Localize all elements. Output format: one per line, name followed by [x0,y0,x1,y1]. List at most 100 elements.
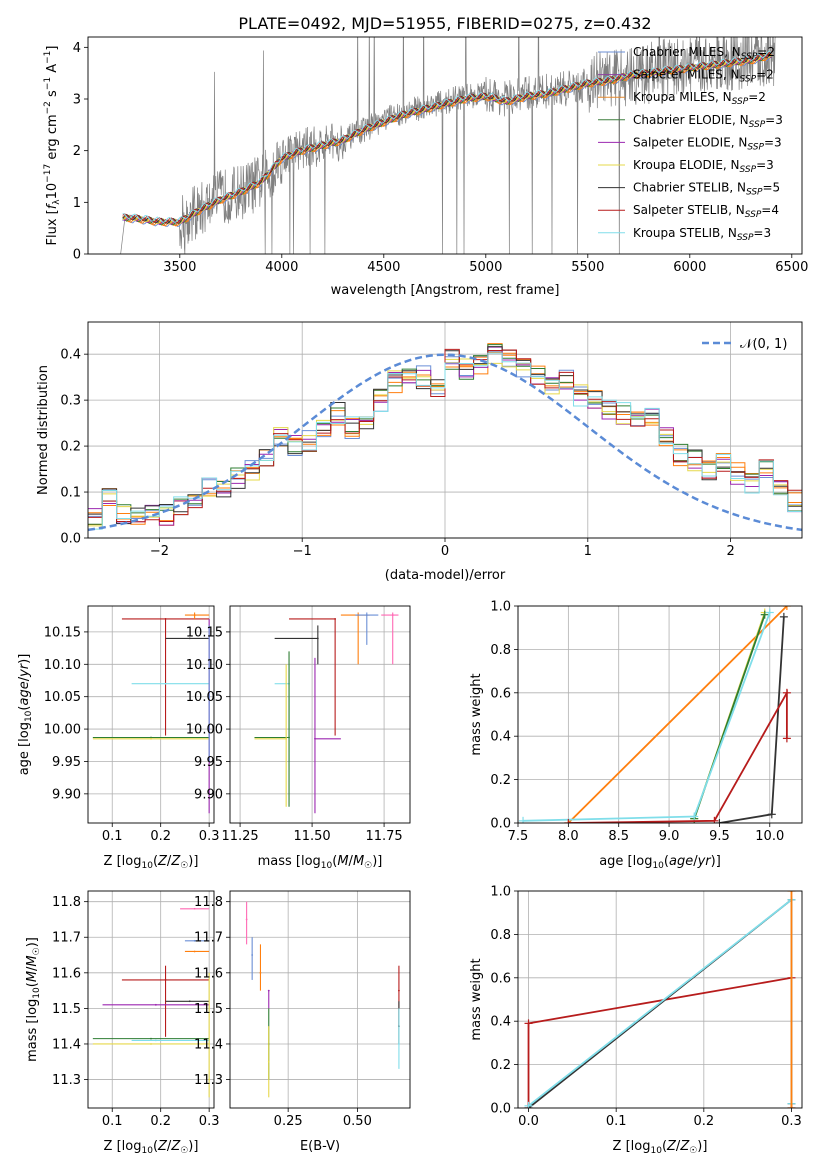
tick-label-x: 0 [441,544,449,559]
histogram-layer [88,343,802,532]
tick-label-y: 0 [73,248,81,263]
spectrum-legend: Chabrier MILES, NSSP=2 Salpeter MILES, NS… [598,45,783,243]
x-axis-label: mass [log10(M/M☉)] [258,854,383,871]
x-axis-label: Z [log10(Z/Z☉)] [613,1139,708,1156]
data-point [154,1039,157,1042]
tick-label-x: 6000 [673,260,706,275]
tick-label-y: 0.1 [60,486,81,501]
tick-label-x: 0.1 [606,1114,627,1129]
legend-entry: Kroupa ELODIE, NSSP=3 [633,158,774,175]
data-point [154,1003,157,1006]
data-point [164,979,167,981]
data-point [391,614,394,616]
tick-label-y: 11.5 [194,1002,223,1017]
tick-label-y: 11.4 [52,1037,81,1052]
data-point [259,971,262,974]
tick-label-x: 8.5 [608,829,629,844]
tick-label-x: 7.5 [508,829,529,844]
y-axis-label: Normed distribution [36,365,51,495]
data-point [316,637,319,640]
data-point [150,1043,152,1045]
model-spectrum-line-8 [122,50,772,224]
legend-entry: Kroupa STELIB, NSSP=3 [633,226,771,243]
x-axis-label: Z [log10(Z/Z☉)] [104,1139,199,1156]
tick-label-y: 0.6 [490,686,511,701]
axes-frame [87,321,803,539]
tick-label-x: 4500 [367,260,400,275]
tick-label-x: 2 [726,544,734,559]
data-point [150,1037,152,1040]
axes-frame [87,36,803,255]
legend-entry: Kroupa MILES, NSSP=2 [633,90,766,107]
y-axis-label: Flux [fλ10−17 erg cm−2 s−1 A−1] [43,46,62,246]
tick-label-y: 0.4 [490,730,511,745]
axes-frame [517,605,803,824]
tick-label-y: 11.8 [52,895,81,910]
points-layer [92,907,211,1098]
tick-label-y: 10.00 [44,723,81,738]
tick-label-y: 11.6 [194,966,223,981]
histogram-step-8 [88,352,802,530]
weight-line-5 [568,689,788,823]
panel-spectrum: 3500 4000 4500 5000 5500 6000 6500 0 1 2 3 4 wavelen… [43,36,808,298]
data-point [314,737,316,740]
data-point [164,618,167,620]
weight-line-0 [567,606,788,823]
tick-label-y: 11.8 [194,895,223,910]
tick-label-x: 0.3 [199,829,220,844]
legend-entry: Chabrier STELIB, NSSP=5 [633,181,780,198]
tick-label-x: 8.0 [558,829,579,844]
data-point [150,737,152,740]
tick-label-x: 0.1 [102,1114,123,1129]
tick-label-y: 9.95 [52,755,81,770]
points-layer [254,612,399,814]
y-axis-label: age [log10(age/yr)] [17,654,34,776]
tick-label-y: 10.05 [44,690,81,705]
points-layer [245,901,400,1098]
tick-label-y: 0.6 [490,971,511,986]
tick-label-y: 11.7 [194,931,223,946]
data-point [193,614,196,616]
x-axis-label: (data-model)/error [385,568,506,583]
tick-label-x: 3500 [163,260,196,275]
data-point [193,907,196,910]
tick-label-x: 9.5 [709,829,730,844]
tick-label-x: 4000 [265,260,298,275]
tick-label-y: 0.0 [490,817,511,832]
x-axis-label: age [log10(age/yr)] [599,854,721,871]
data-point [267,989,270,992]
axes-frame [229,605,411,824]
panel-ebv-mass: 0.25 0.50 11.3 11.4 11.5 11.6 11.7 11.8 E(B-V) [194,890,411,1154]
tick-label-y: 2 [73,144,81,159]
tick-label-y: 10.15 [186,625,223,640]
panel-z-mass: 0.1 0.2 0.3 11.3 11.4 11.5 11.6 11.7 11.8 Z [log1… [25,890,219,1156]
model-spectrum-line-6 [122,51,772,224]
panel-age-weight: 7.5 8.0 8.5 9.0 9.5 10.0 0.0 0.2 0.4 0.6 0.8 1.0 mas… [469,600,803,871]
data-point [288,736,290,739]
tick-label-x: 9.0 [659,829,680,844]
lines-layer [519,606,791,823]
tick-label-y: 0.3 [60,394,81,409]
data-point [188,1000,191,1003]
panel-residuals: −2 −1 0 1 2 0.0 0.1 0.2 0.3 0.4 (data-model)/error… [36,321,803,583]
axes-frame [517,890,803,1109]
data-point [251,954,254,956]
tick-label-y: 0.8 [490,643,511,658]
tick-label-x: 11.50 [293,829,330,844]
tick-label-x: 11.75 [365,829,402,844]
data-point [365,614,368,616]
data-point [208,695,211,698]
tick-label-x: 0.50 [343,1114,372,1129]
data-point [267,1060,270,1063]
legend-entry: Chabrier ELODIE, NSSP=3 [633,113,783,130]
tick-label-x: 0.2 [150,1114,171,1129]
tick-label-y: 0.2 [490,773,511,788]
axes-frame [229,890,411,1109]
legend-entry: 𝒩(0, 1) [740,337,787,352]
data-point [285,737,288,740]
x-axis-label: Z [log10(Z/Z☉)] [104,854,199,871]
tick-label-x: 5500 [571,260,604,275]
axes-frame [87,890,215,1109]
